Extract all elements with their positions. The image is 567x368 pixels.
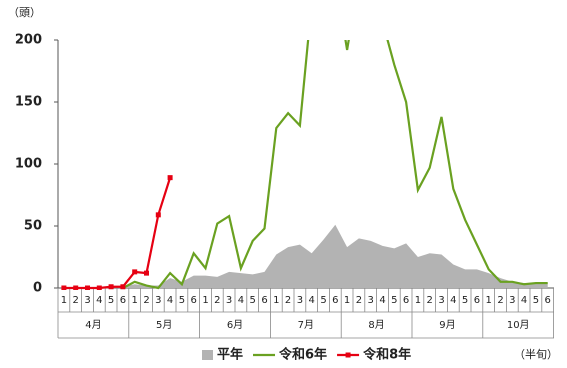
x-tick-label: 5 xyxy=(320,295,326,306)
legend-label: 平年 xyxy=(217,347,243,363)
x-tick-label: 2 xyxy=(214,295,220,306)
x-tick-label: 3 xyxy=(438,295,444,306)
x-tick-label: 4 xyxy=(379,295,385,306)
month-label: 10月 xyxy=(507,319,530,331)
month-label: 8月 xyxy=(368,319,384,331)
x-tick-label: 6 xyxy=(261,295,267,306)
y-unit: （頭） xyxy=(8,6,41,19)
legend-label: 令和8年 xyxy=(363,347,411,363)
area xyxy=(63,224,548,288)
plot-area xyxy=(61,40,548,290)
x-tick-label: 4 xyxy=(238,295,244,306)
marker xyxy=(61,285,67,290)
x-tick-label: 2 xyxy=(497,295,503,306)
month-label: 5月 xyxy=(156,319,172,331)
x-tick-label: 5 xyxy=(179,295,185,306)
x-tick-label: 1 xyxy=(415,295,421,306)
x-tick-label: 1 xyxy=(273,295,279,306)
x-tick-label: 2 xyxy=(73,295,79,306)
x-tick-label: 3 xyxy=(155,295,161,306)
month-label: 6月 xyxy=(227,319,243,331)
x-tick-label: 2 xyxy=(427,295,433,306)
x-tick-label: 5 xyxy=(533,295,539,306)
x-tick-label: 5 xyxy=(250,295,256,306)
x-tick-label: 2 xyxy=(143,295,149,306)
marker xyxy=(132,269,138,275)
x-tick-label: 6 xyxy=(332,295,338,306)
x-tick-label: 1 xyxy=(132,295,138,306)
x-tick-label: 1 xyxy=(344,295,350,306)
x-tick-label: 4 xyxy=(96,295,102,306)
x-tick-label: 3 xyxy=(297,295,303,306)
line xyxy=(63,177,172,290)
x-tick-label: 4 xyxy=(309,295,315,306)
x-tick-label: 4 xyxy=(450,295,456,306)
line xyxy=(122,40,548,290)
marker xyxy=(167,175,173,181)
x-tick-label: 6 xyxy=(545,295,551,306)
x-tick-label: 6 xyxy=(191,295,197,306)
month-label: 7月 xyxy=(298,319,314,331)
x-tick-label: 1 xyxy=(202,295,208,306)
marker xyxy=(155,212,161,218)
marker xyxy=(144,270,149,276)
x-tick-label: 4 xyxy=(521,295,527,306)
x-tick-label: 1 xyxy=(61,295,67,306)
x-tick-label: 2 xyxy=(285,295,291,306)
x-tick-label: 6 xyxy=(474,295,480,306)
legend-marker xyxy=(345,352,351,358)
y-tick-label: 200 xyxy=(15,33,42,48)
month-label: 4月 xyxy=(85,319,101,331)
x-tick-label: 6 xyxy=(403,295,409,306)
marker xyxy=(108,284,114,290)
x-tick-label: 5 xyxy=(391,295,397,306)
x-tick-label: 1 xyxy=(486,295,492,306)
y-tick-label: 50 xyxy=(24,219,42,234)
marker xyxy=(85,285,90,290)
marker xyxy=(96,285,102,290)
y-tick-label: 150 xyxy=(15,95,42,110)
x-tick-label: 5 xyxy=(462,295,468,306)
x-tick-label: 3 xyxy=(226,295,232,306)
x-tick-label: 4 xyxy=(167,295,173,306)
x-tick-label: 6 xyxy=(120,295,126,306)
legend-swatch xyxy=(202,350,213,360)
month-label: 9月 xyxy=(439,319,455,331)
x-unit: （半旬） xyxy=(514,347,558,361)
legend-label: 令和6年 xyxy=(279,347,327,363)
x-tick-label: 3 xyxy=(368,295,374,306)
x-tick-label: 2 xyxy=(356,295,362,306)
x-tick-label: 3 xyxy=(509,295,515,306)
marker xyxy=(73,285,79,290)
x-tick-label: 3 xyxy=(84,295,90,306)
y-tick-label: 0 xyxy=(33,281,42,296)
x-tick-label: 5 xyxy=(108,295,114,306)
marker xyxy=(120,284,126,290)
y-tick-label: 100 xyxy=(15,157,42,172)
